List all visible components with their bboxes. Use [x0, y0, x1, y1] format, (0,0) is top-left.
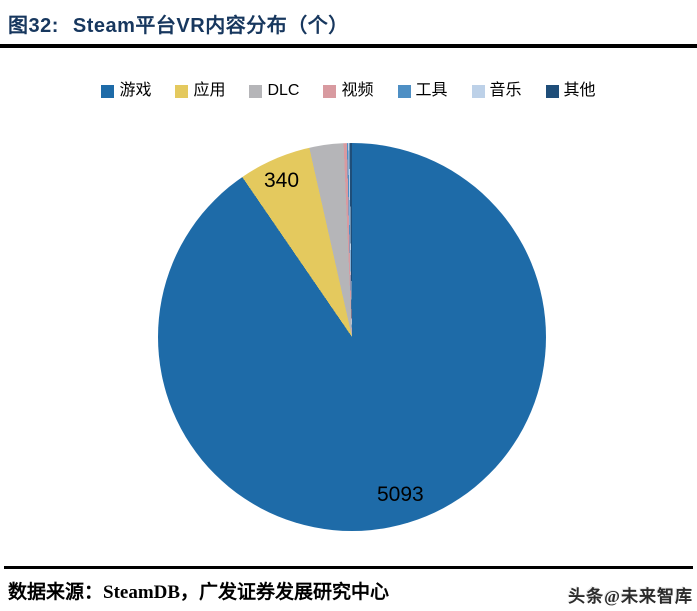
- legend-item-tools: 工具: [397, 82, 448, 99]
- figure-title: 图32: Steam平台VR内容分布（个）: [8, 9, 349, 38]
- legend-label-apps: 应用: [193, 82, 226, 99]
- legend-swatch-tools: [397, 84, 411, 98]
- pie-circle: [158, 143, 546, 531]
- legend-swatch-games: [101, 84, 115, 98]
- data-label-games: 5093: [377, 483, 424, 506]
- chart-legend: 游戏 应用 DLC 视频 工具 音乐 其他: [0, 83, 697, 99]
- watermark-text: 头条@未来智库: [568, 587, 693, 606]
- data-source-text: 数据来源：SteamDB，广发证券发展研究中心: [8, 582, 390, 603]
- legend-item-other: 其他: [545, 82, 596, 99]
- legend-item-games: 游戏: [101, 83, 151, 99]
- data-label-apps: 340: [264, 169, 300, 192]
- legend-label-video: 视频: [341, 82, 374, 99]
- figure-title-text: Steam平台VR内容分布（个）: [72, 15, 349, 37]
- pie-chart: 340 5093: [158, 143, 546, 531]
- title-divider-line: [0, 44, 697, 48]
- figure-number: 图32:: [8, 15, 59, 37]
- legend-item-dlc: DLC: [249, 83, 299, 99]
- legend-label-other: 其他: [563, 82, 596, 99]
- legend-swatch-other: [545, 84, 559, 98]
- legend-swatch-apps: [175, 84, 189, 98]
- legend-swatch-music: [471, 84, 485, 98]
- legend-label-games: 游戏: [119, 82, 152, 99]
- legend-swatch-video: [323, 84, 337, 98]
- legend-label-tools: 工具: [415, 82, 448, 99]
- legend-swatch-dlc: [249, 84, 263, 98]
- legend-item-video: 视频: [323, 82, 374, 99]
- legend-item-music: 音乐: [471, 82, 522, 99]
- legend-item-apps: 应用: [175, 83, 225, 99]
- legend-label-dlc: DLC: [267, 82, 300, 99]
- legend-label-music: 音乐: [489, 82, 522, 99]
- footer-divider-line: [4, 566, 693, 569]
